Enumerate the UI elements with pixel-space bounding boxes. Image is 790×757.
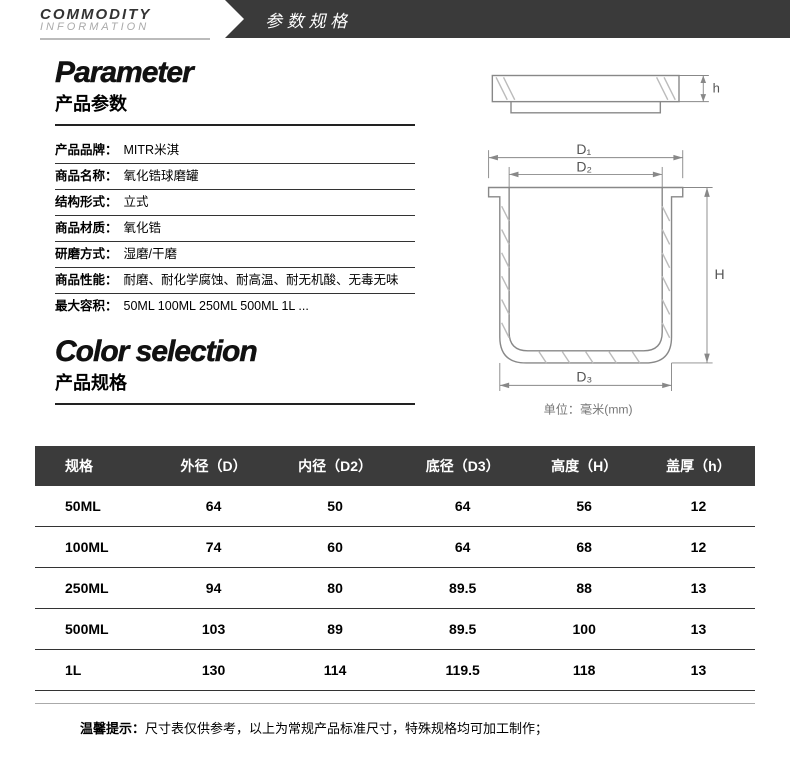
table-cell: 1L bbox=[35, 650, 156, 691]
table-cell: 114 bbox=[271, 650, 399, 691]
attribute-row: 商品材质：氧化锆 bbox=[55, 216, 415, 242]
table-cell: 12 bbox=[642, 486, 755, 527]
attribute-row: 商品性能：耐磨、耐化学腐蚀、耐高温、耐无机酸、无毒无味 bbox=[55, 268, 415, 294]
attribute-row: 最大容积：50ML 100ML 250ML 500ML 1L ... bbox=[55, 294, 415, 319]
table-cell: 89.5 bbox=[399, 568, 527, 609]
table-header-cell: 盖厚（h） bbox=[642, 446, 755, 486]
table-header-row: 规格外径（D）内径（D2）底径（D3）高度（H）盖厚（h） bbox=[35, 446, 755, 486]
color-title-cn: 产品规格 bbox=[55, 369, 415, 395]
header-title-block: COMMODITY INFORMATION bbox=[0, 0, 225, 38]
table-cell: 64 bbox=[399, 486, 527, 527]
footer-label: 温馨提示： bbox=[80, 721, 145, 736]
table-row: 1L130114119.511813 bbox=[35, 650, 755, 691]
parameter-title-en: Parameter bbox=[55, 58, 415, 88]
footer-note: 温馨提示：尺寸表仅供参考，以上为常规产品标准尺寸，特殊规格均可加工制作； bbox=[0, 704, 790, 757]
section-divider-2 bbox=[55, 403, 415, 405]
table-cell: 80 bbox=[271, 568, 399, 609]
parameter-title-cn: 产品参数 bbox=[55, 90, 415, 116]
attribute-label: 结构形式： bbox=[55, 190, 118, 215]
jar-diagram-svg: h D₁ D₂ bbox=[455, 66, 735, 421]
table-header-cell: 内径（D2） bbox=[271, 446, 399, 486]
table-cell: 89 bbox=[271, 609, 399, 650]
table-header-cell: 外径（D） bbox=[156, 446, 271, 486]
table-cell: 118 bbox=[526, 650, 641, 691]
content-area: Parameter 产品参数 产品品牌：MITR米淇商品名称：氧化锆球磨罐结构形… bbox=[0, 40, 790, 436]
table-cell: 100ML bbox=[35, 527, 156, 568]
attribute-label: 商品名称： bbox=[55, 164, 118, 189]
attribute-value: 氧化锆 bbox=[124, 216, 162, 241]
attribute-list: 产品品牌：MITR米淇商品名称：氧化锆球磨罐结构形式：立式商品材质：氧化锆研磨方… bbox=[55, 138, 415, 319]
table-row: 250ML948089.58813 bbox=[35, 568, 755, 609]
spec-table: 规格外径（D）内径（D2）底径（D3）高度（H）盖厚（h） 50ML645064… bbox=[35, 446, 755, 691]
attribute-value: 立式 bbox=[124, 190, 149, 215]
table-cell: 56 bbox=[526, 486, 641, 527]
attribute-value: MITR米淇 bbox=[124, 138, 180, 163]
table-cell: 50ML bbox=[35, 486, 156, 527]
table-cell: 94 bbox=[156, 568, 271, 609]
attribute-label: 商品性能： bbox=[55, 268, 118, 293]
table-cell: 13 bbox=[642, 568, 755, 609]
left-column: Parameter 产品参数 产品品牌：MITR米淇商品名称：氧化锆球磨罐结构形… bbox=[55, 58, 415, 426]
attribute-value: 耐磨、耐化学腐蚀、耐高温、耐无机酸、无毒无味 bbox=[124, 268, 399, 293]
diagram-unit-label: 单位：毫米(mm) bbox=[544, 401, 633, 416]
table-header-cell: 底径（D3） bbox=[399, 446, 527, 486]
section-divider bbox=[55, 124, 415, 126]
attribute-row: 结构形式：立式 bbox=[55, 190, 415, 216]
table-cell: 13 bbox=[642, 650, 755, 691]
table-row: 50ML6450645612 bbox=[35, 486, 755, 527]
table-cell: 88 bbox=[526, 568, 641, 609]
attribute-label: 研磨方式： bbox=[55, 242, 118, 267]
table-cell: 103 bbox=[156, 609, 271, 650]
table-cell: 130 bbox=[156, 650, 271, 691]
right-column: h D₁ D₂ bbox=[435, 58, 755, 426]
table-cell: 50 bbox=[271, 486, 399, 527]
dim-d2-label: D₂ bbox=[576, 159, 592, 175]
table-row: 100ML7460646812 bbox=[35, 527, 755, 568]
table-cell: 250ML bbox=[35, 568, 156, 609]
table-cell: 119.5 bbox=[399, 650, 527, 691]
table-cell: 100 bbox=[526, 609, 641, 650]
table-cell: 74 bbox=[156, 527, 271, 568]
attribute-label: 商品材质： bbox=[55, 216, 118, 241]
table-cell: 500ML bbox=[35, 609, 156, 650]
dim-H-label: H bbox=[714, 266, 724, 282]
table-cell: 89.5 bbox=[399, 609, 527, 650]
header-title-cn: 参 数 规 格 bbox=[265, 7, 347, 32]
footer-text: 尺寸表仅供参考，以上为常规产品标准尺寸，特殊规格均可加工制作； bbox=[145, 721, 548, 736]
table-row: 500ML1038989.510013 bbox=[35, 609, 755, 650]
attribute-value: 50ML 100ML 250ML 500ML 1L ... bbox=[124, 294, 309, 319]
attribute-value: 湿磨/干磨 bbox=[124, 242, 177, 267]
header-bar: COMMODITY INFORMATION 参 数 规 格 bbox=[0, 0, 790, 38]
header-subtitle-en: INFORMATION bbox=[40, 21, 225, 33]
table-cell: 64 bbox=[156, 486, 271, 527]
attribute-value: 氧化锆球磨罐 bbox=[124, 164, 199, 189]
table-cell: 12 bbox=[642, 527, 755, 568]
table-header-cell: 高度（H） bbox=[526, 446, 641, 486]
attribute-row: 产品品牌：MITR米淇 bbox=[55, 138, 415, 164]
color-title-en: Color selection bbox=[55, 337, 415, 367]
table-cell: 68 bbox=[526, 527, 641, 568]
attribute-row: 研磨方式：湿磨/干磨 bbox=[55, 242, 415, 268]
dim-h-label: h bbox=[713, 80, 720, 95]
table-header-cell: 规格 bbox=[35, 446, 156, 486]
dim-d1-label: D₁ bbox=[576, 141, 591, 157]
attribute-label: 产品品牌： bbox=[55, 138, 118, 163]
table-cell: 60 bbox=[271, 527, 399, 568]
spec-table-wrap: 规格外径（D）内径（D2）底径（D3）高度（H）盖厚（h） 50ML645064… bbox=[0, 436, 790, 701]
table-cell: 13 bbox=[642, 609, 755, 650]
table-cell: 64 bbox=[399, 527, 527, 568]
attribute-label: 最大容积： bbox=[55, 294, 118, 319]
attribute-row: 商品名称：氧化锆球磨罐 bbox=[55, 164, 415, 190]
diagram: h D₁ D₂ bbox=[455, 66, 735, 426]
dim-d3-label: D₃ bbox=[576, 369, 592, 385]
